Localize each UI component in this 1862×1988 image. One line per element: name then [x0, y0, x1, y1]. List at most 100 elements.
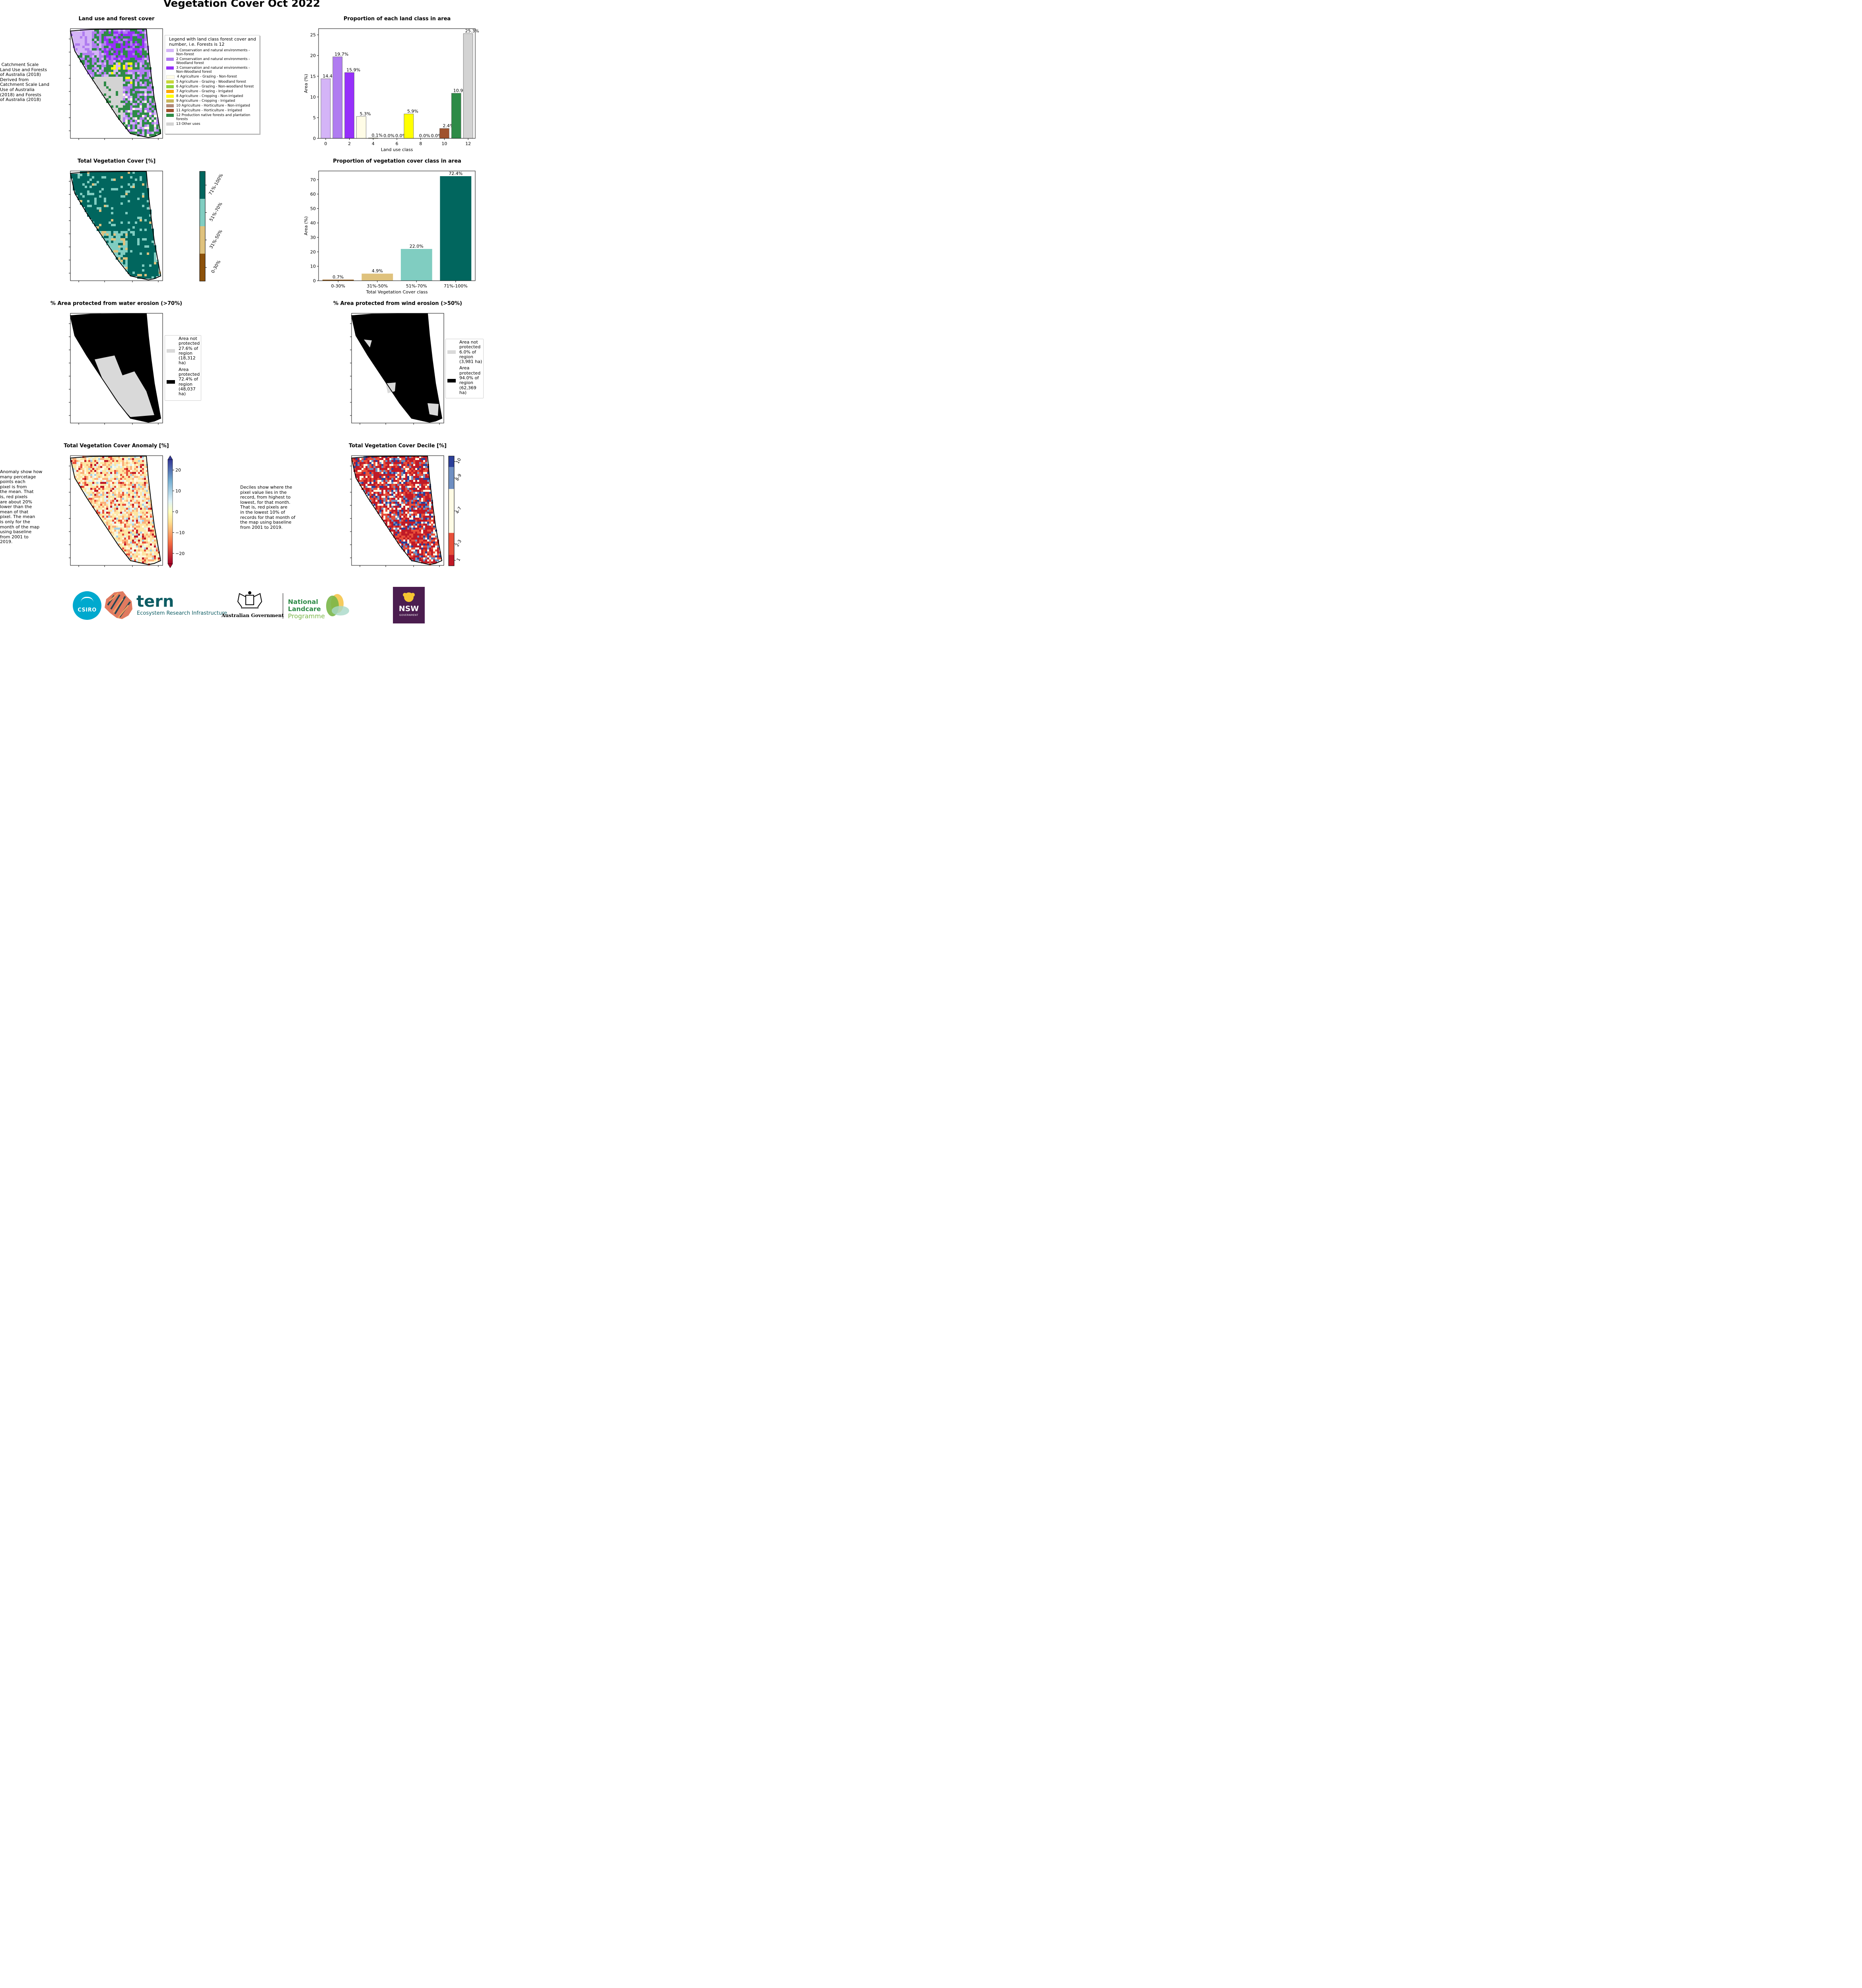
map-cell: [142, 39, 144, 41]
map-cell: [425, 482, 427, 484]
map-cell: [146, 524, 148, 526]
map-cell: [431, 512, 433, 514]
map-cell: [126, 496, 128, 498]
map-cell: [116, 214, 118, 217]
map-cell: [106, 179, 109, 181]
map-cell: [120, 458, 122, 460]
map-cell: [101, 74, 104, 77]
map-cell: [116, 460, 118, 462]
map-cell: [98, 482, 100, 484]
plot-frame: [318, 171, 476, 281]
map-cell: [128, 547, 130, 549]
map-cell: [114, 522, 116, 524]
map-cell: [109, 195, 111, 198]
map-cell: [104, 229, 106, 231]
map-cell: [136, 506, 138, 508]
map-cell: [391, 506, 393, 508]
map-cell: [128, 117, 130, 120]
map-cell: [415, 490, 417, 492]
map-cell: [104, 34, 106, 36]
map-cell: [106, 195, 109, 198]
map-cell: [147, 124, 149, 127]
map-cell: [78, 31, 80, 34]
map-cell: [391, 508, 393, 510]
map-cell: [150, 549, 152, 551]
map-cell: [423, 484, 425, 486]
map-cell: [137, 181, 140, 183]
map-cell: [375, 458, 377, 460]
map-cell: [367, 462, 369, 464]
map-cell: [90, 492, 92, 494]
map-cell: [421, 480, 423, 482]
map-cell: [116, 46, 118, 48]
map-cell: [154, 542, 156, 544]
map-cell: [369, 474, 371, 476]
map-cell: [121, 245, 123, 248]
map-cell: [407, 478, 409, 480]
map-cell: [96, 510, 98, 512]
map-cell: [98, 500, 100, 502]
map-cell: [383, 468, 385, 470]
map-cell: [98, 472, 100, 474]
map-cell: [125, 70, 128, 72]
map-cell: [99, 190, 101, 193]
map-cell: [106, 207, 109, 210]
map-cell: [87, 200, 89, 202]
map-cell: [108, 480, 110, 482]
y-tick-label: 10: [310, 95, 316, 100]
map-cell: [120, 488, 122, 490]
legend-swatch: [166, 85, 174, 88]
map-cell: [104, 219, 106, 221]
map-cell: [111, 171, 113, 174]
map-cell: [362, 468, 363, 470]
map-cell: [140, 536, 142, 538]
map-cell: [125, 74, 128, 77]
map-cell: [104, 212, 106, 214]
map-cell: [130, 60, 132, 62]
map-cell: [122, 456, 124, 458]
map-cell: [132, 466, 134, 468]
map-cell: [391, 486, 393, 488]
map-cell: [134, 500, 136, 502]
map-cell: [122, 512, 124, 514]
map-cell: [362, 474, 363, 476]
map-cell: [140, 62, 142, 65]
map-cell: [144, 243, 147, 245]
map-cell: [429, 506, 431, 508]
map-cell: [102, 516, 104, 518]
map-cell: [126, 490, 128, 492]
map-cell: [409, 462, 411, 464]
map-cell: [369, 480, 371, 482]
map-cell: [411, 476, 413, 478]
map-cell: [419, 458, 421, 460]
map-cell: [94, 176, 97, 179]
map-cell: [121, 84, 123, 86]
map-cell: [142, 500, 144, 502]
map-cell: [136, 526, 138, 528]
map-cell: [94, 79, 97, 82]
map-cell: [148, 520, 150, 522]
map-cell: [126, 526, 128, 528]
map-cell: [144, 522, 146, 524]
map-cell: [87, 29, 89, 31]
map-cell: [152, 274, 154, 276]
map-cell: [132, 67, 135, 70]
map-cell: [123, 58, 125, 60]
map-cell: [146, 526, 148, 528]
map-cell: [99, 55, 101, 58]
map-cell: [118, 198, 121, 200]
map-cell: [144, 207, 147, 210]
map-cell: [397, 508, 399, 510]
map-cell: [75, 48, 78, 50]
map-cell: [106, 43, 109, 46]
map-cell: [130, 540, 132, 542]
map-cell: [118, 484, 120, 486]
map-cell: [118, 171, 121, 174]
map-cell: [121, 248, 123, 250]
map-cell: [130, 179, 132, 181]
map-cell: [375, 484, 377, 486]
map-cell: [123, 46, 125, 48]
map-cell: [98, 496, 100, 498]
map-cell: [96, 502, 98, 504]
map-cell: [135, 132, 137, 134]
